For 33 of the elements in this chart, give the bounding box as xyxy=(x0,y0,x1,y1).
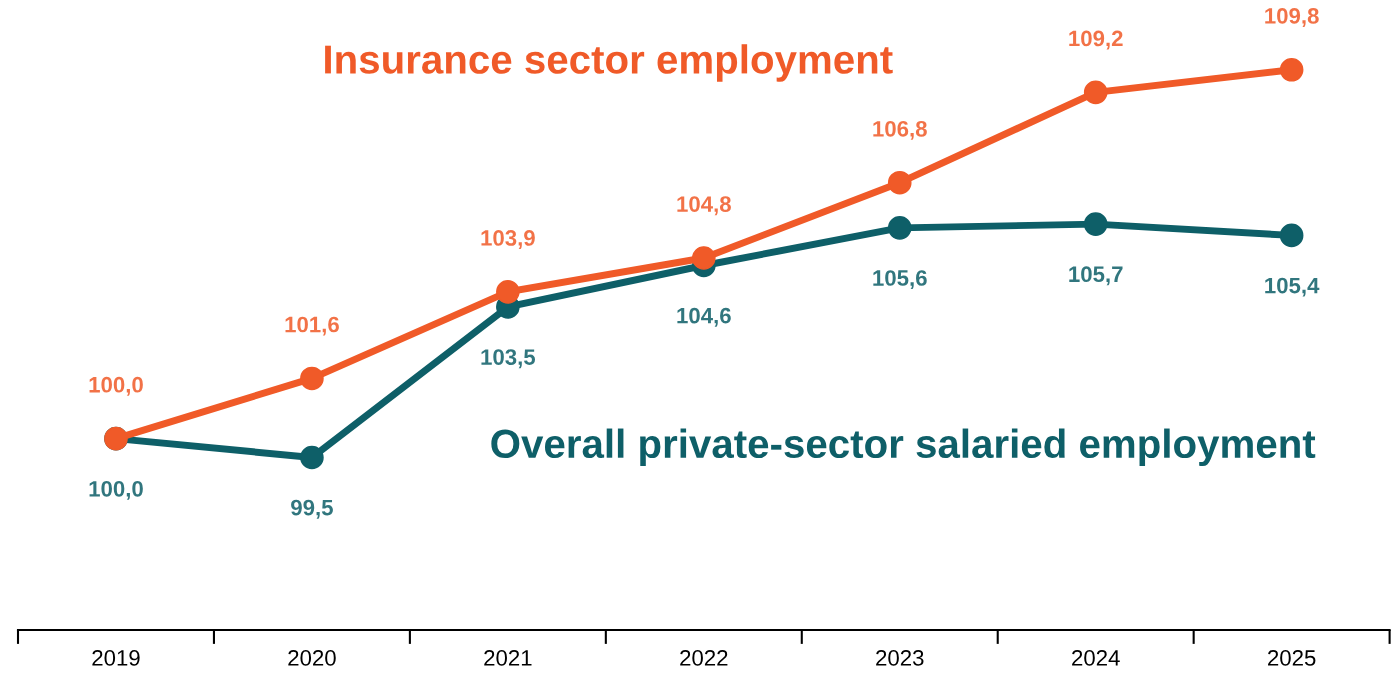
data-label: 109,8 xyxy=(1265,7,1319,27)
data-label: 109,2 xyxy=(1069,30,1123,50)
data-label: 99,5 xyxy=(291,499,333,519)
x-tick-label: 2019 xyxy=(92,650,140,666)
x-tick-label: 2022 xyxy=(680,650,728,666)
x-tick-label: 2023 xyxy=(876,650,924,666)
data-label: 105,7 xyxy=(1069,266,1123,286)
text: Insurance sector employment xyxy=(325,44,893,82)
data-label: 103,5 xyxy=(481,349,536,369)
x-tick-label: 2020 xyxy=(288,650,336,666)
data-label: 105,6 xyxy=(873,270,927,290)
text: Overall private-sector salaried employment xyxy=(491,428,1316,467)
data-label: 100,0 xyxy=(89,376,143,396)
point xyxy=(1279,57,1304,82)
data-label: 103,9 xyxy=(481,230,535,250)
x-tick-label: 2021 xyxy=(484,650,532,666)
point xyxy=(496,280,520,304)
x-tick-label: 2024 xyxy=(1072,650,1120,666)
data-label: 105,4 xyxy=(1265,277,1320,297)
point xyxy=(300,366,324,391)
point xyxy=(691,246,716,270)
data-label: 106,8 xyxy=(873,120,927,140)
point xyxy=(300,445,324,470)
point xyxy=(1083,212,1108,236)
x-tick-label: 2025 xyxy=(1268,650,1316,666)
point xyxy=(887,170,912,195)
data-label: 100,0 xyxy=(89,480,143,500)
data-label: 104,8 xyxy=(677,196,731,216)
point xyxy=(1279,223,1304,248)
data-label: 101,6 xyxy=(285,316,339,336)
data-label: 104,6 xyxy=(677,307,731,327)
point xyxy=(887,216,912,240)
point xyxy=(1083,80,1108,105)
